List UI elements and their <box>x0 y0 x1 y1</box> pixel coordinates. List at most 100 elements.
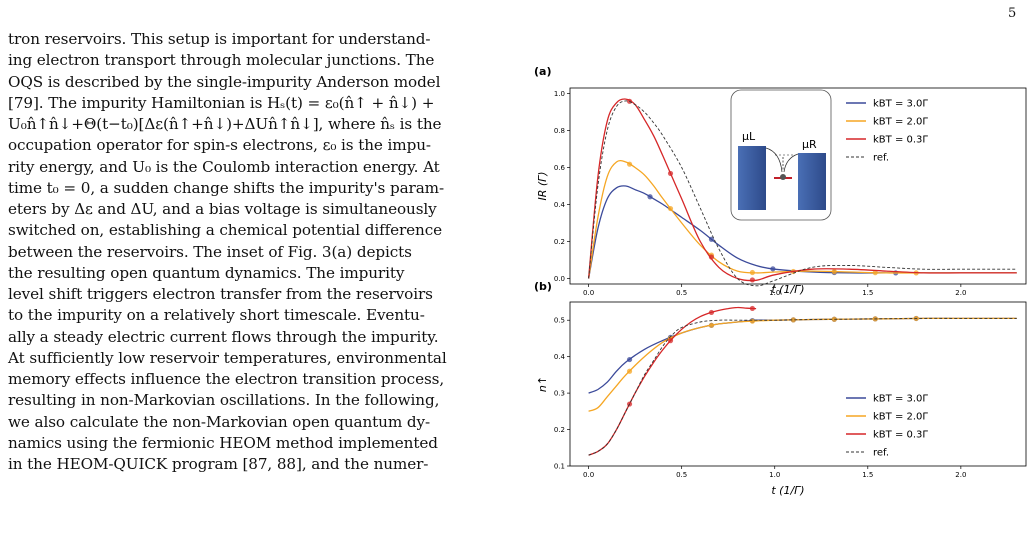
y-tick-label: 0.6 <box>554 164 566 172</box>
body-text-line: [79]. The impurity Hamiltonian is Hₛ(t) … <box>8 93 435 112</box>
body-text-line: the resulting open quantum dynamics. The… <box>8 263 405 282</box>
plot-frame <box>569 87 1027 285</box>
y-axis-label: n↑ <box>536 376 549 392</box>
series-marker-T03 <box>667 170 674 177</box>
x-tick-label: 2.0 <box>955 289 966 297</box>
series-marker-T3 <box>647 194 653 200</box>
series-line-T3 <box>588 317 1017 394</box>
body-text-line: rity energy, and U₀ is the Coulomb inter… <box>8 157 440 176</box>
y-tick-label: 0.3 <box>554 390 565 398</box>
series-marker-T03 <box>749 305 755 312</box>
legend-entry: kBT = 0.3Γ <box>873 430 928 441</box>
y-tick-label: 0.5 <box>554 317 565 325</box>
chart-panel-b: (b) 0.0 0.5 1.0 1.5 2.0 0.1 0.2 0.3 0.4 0.5 t (1/Γ)… <box>534 280 1027 497</box>
legend-entry: kBT = 3.0Γ <box>873 394 928 405</box>
legend-entry: kBT = 3.0Γ <box>873 99 928 110</box>
y-axis-label: IR (Γ) <box>536 171 549 200</box>
x-tick-label: 0.0 <box>583 471 594 479</box>
body-text-line: occupation operator for spin-s electrons… <box>8 136 431 155</box>
x-axis-label: t (1/Γ) <box>771 283 804 296</box>
y-tick-label: 0.0 <box>554 275 565 283</box>
x-tick-label: 1.0 <box>769 289 780 297</box>
series-marker-T2 <box>667 205 674 212</box>
mu-left-label: μL <box>742 130 756 143</box>
series-marker-T2 <box>749 318 755 324</box>
series-marker-T3 <box>770 266 776 272</box>
x-axis-label: t (1/Γ) <box>771 484 804 497</box>
legend-entry: kBT = 0.3Γ <box>873 135 928 146</box>
series-marker-T03 <box>667 338 674 344</box>
body-text-line: tron reservoirs. This setup is important… <box>8 30 431 48</box>
y-tick-label: 1.0 <box>554 90 565 98</box>
legend-entry: kBT = 2.0Γ <box>873 412 928 423</box>
series-marker-T2 <box>626 161 633 167</box>
legend: kBT = 3.0Γ kBT = 2.0Γ kBT = 0.3Γ ref. <box>846 394 928 459</box>
series-line-T03 <box>588 306 757 456</box>
legend-entry: kBT = 2.0Γ <box>873 117 928 128</box>
page-number: 5 <box>1008 6 1017 21</box>
body-text-line: time t₀ = 0, a sudden change shifts the … <box>8 178 444 197</box>
series-line-T03 <box>587 98 1017 282</box>
series-marker-T3 <box>626 356 633 363</box>
figure-svg: (a)0.0 0.5 1.0 1.5 2.00.00.20.40.60.81.0t (1… <box>534 65 1027 497</box>
series-marker-T2 <box>790 317 796 323</box>
body-text-line: OQS is described by the single-impurity … <box>8 72 441 91</box>
figure-3: (a) 0.0 0.5 1.0 1.5 2.0 0.0 0.2 0.4 0.6 0.8 1.0 t (1… <box>530 60 1029 520</box>
panel-label: (b) <box>534 280 552 293</box>
inset-schematic: μL μR <box>730 89 832 221</box>
left-reservoir <box>738 146 766 210</box>
transfer-arrow <box>783 153 799 173</box>
legend-entry: ref. <box>873 153 889 164</box>
series-line-ref <box>588 100 1017 287</box>
y-tick-label: 0.2 <box>554 238 565 246</box>
y-tick-label: 0.4 <box>554 353 566 361</box>
panel-label: (a) <box>534 65 551 78</box>
body-text-line: U₀n̂↑n̂↓+Θ(t−t₀)[Δε(n̂↑+n̂↓)+ΔUn̂↑n̂↓], … <box>8 115 442 133</box>
x-tick-label: 2.0 <box>955 471 966 479</box>
right-reservoir <box>798 153 826 210</box>
body-text-line: switched on, establishing a chemical pot… <box>8 221 443 240</box>
body-text-line: ally a steady electric current flows thr… <box>8 327 439 346</box>
y-tick-label: 0.1 <box>554 463 565 471</box>
y-tick-label: 0.2 <box>554 426 565 434</box>
body-text-line: At sufficiently low reservoir temperatur… <box>8 348 447 367</box>
series-marker-T3 <box>708 236 715 242</box>
legend-entry: ref. <box>873 448 889 459</box>
x-tick-label: 1.5 <box>862 471 873 479</box>
body-text-line: namics using the fermionic HEOM method i… <box>8 433 438 452</box>
body-text-line: we also calculate the non-Markovian open… <box>8 412 431 431</box>
x-tick-label: 1.5 <box>862 289 873 297</box>
y-tick-label: 0.4 <box>554 201 566 209</box>
body-text-line: eters by Δε and ΔU, and a bias voltage i… <box>8 200 437 218</box>
x-tick-label: 1.0 <box>769 471 780 479</box>
mu-right-label: μR <box>802 138 817 151</box>
body-text-line: in the HEOM-QUICK program [87, 88], and … <box>8 455 429 473</box>
x-tick-label: 0.0 <box>583 289 594 297</box>
body-text-line: between the reservoirs. The inset of Fig… <box>8 242 412 261</box>
body-text-line: memory effects influence the electron tr… <box>8 370 445 388</box>
series-marker-T2 <box>831 269 837 275</box>
series-line-ref <box>588 317 1017 456</box>
series-marker-T2 <box>749 269 755 276</box>
series-line-T2 <box>588 317 1017 412</box>
x-tick-label: 0.5 <box>676 471 687 479</box>
x-tick-label: 0.5 <box>676 289 687 297</box>
body-text-line: level shift triggers electron transfer f… <box>8 285 433 303</box>
transfer-arrow <box>765 147 783 173</box>
series-marker-T2 <box>626 368 633 374</box>
series-marker-T2 <box>872 270 878 276</box>
legend: kBT = 3.0Γ kBT = 2.0Γ kBT = 0.3Γ ref. <box>846 99 928 164</box>
body-text-column: tron reservoirs. This setup is important… <box>8 29 518 475</box>
body-text-line: ing electron transport through molecular… <box>8 51 435 70</box>
body-text-line: resulting in non-Markovian oscillations.… <box>8 391 440 410</box>
series-marker-T2 <box>708 322 715 328</box>
body-text-line: to the impurity on a relatively short ti… <box>8 306 425 325</box>
series-marker-T2 <box>831 316 837 322</box>
series-marker-T03 <box>708 309 715 316</box>
y-tick-label: 0.8 <box>554 127 565 135</box>
series-marker-T03 <box>749 277 755 283</box>
series-marker-T03 <box>708 254 715 260</box>
impurity-electron <box>780 174 786 180</box>
chart-panel-a: (a)0.0 0.5 1.0 1.5 2.00.00.20.40.60.81.0t (1… <box>534 65 1027 297</box>
plot-frame <box>569 301 1027 467</box>
